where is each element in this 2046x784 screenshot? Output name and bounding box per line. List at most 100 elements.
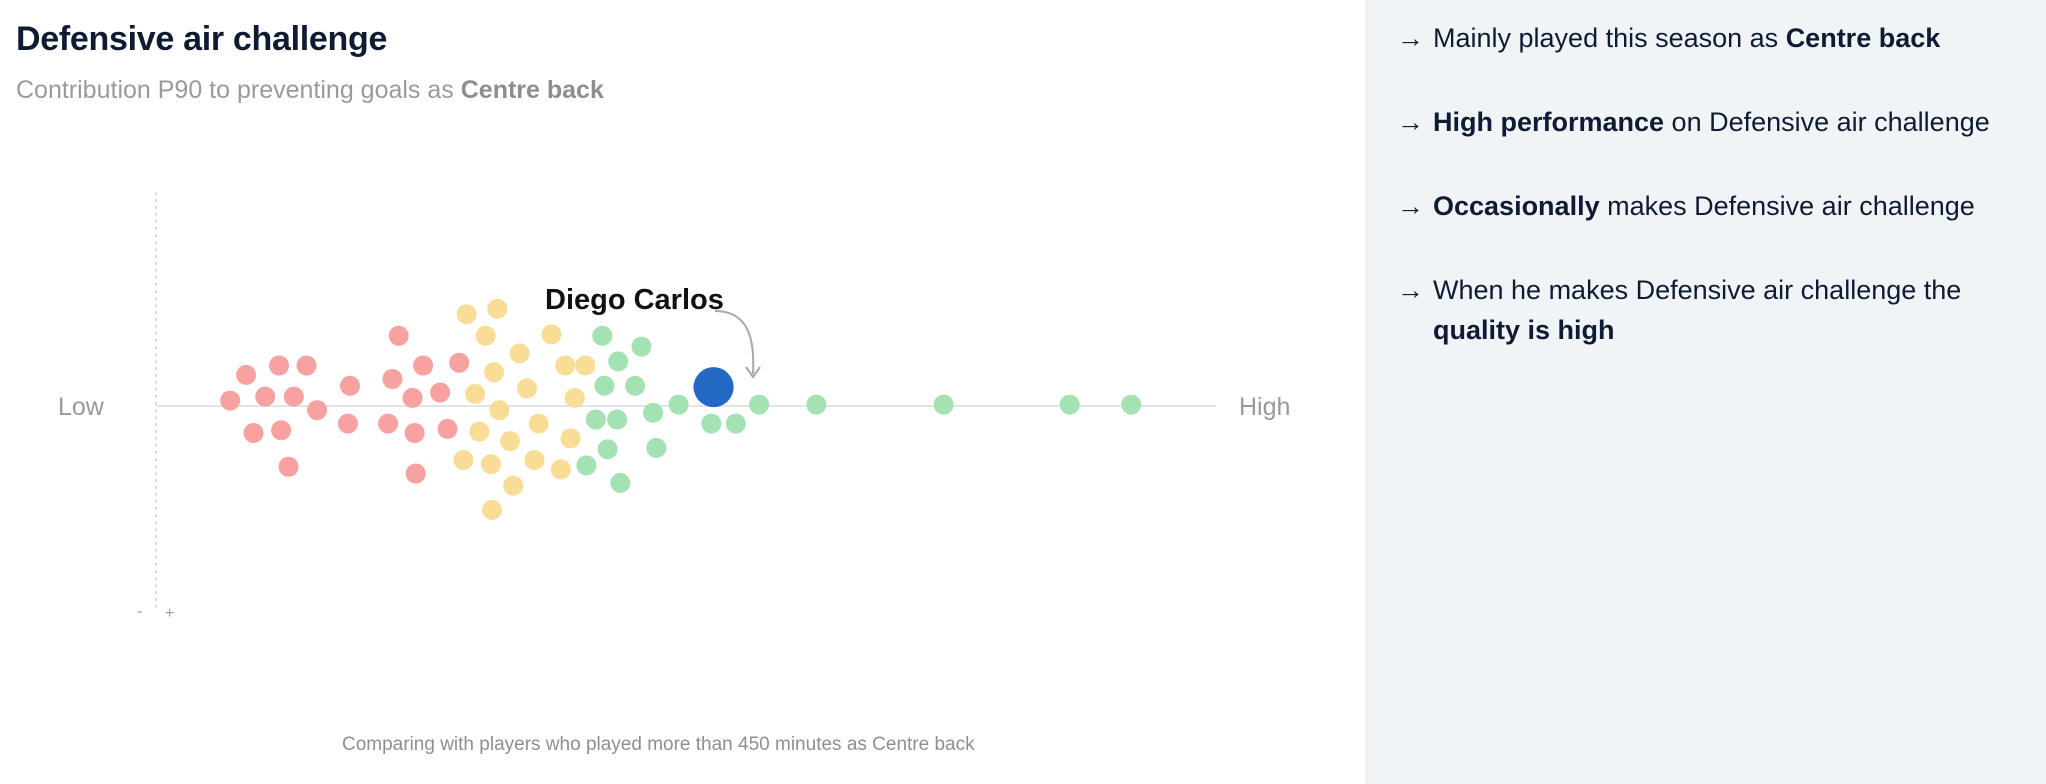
player-dot [575, 355, 596, 376]
player-dot [482, 499, 502, 520]
player-dot [484, 362, 505, 383]
subtitle-position: Centre back [460, 76, 604, 104]
player-dot [541, 324, 562, 345]
subtitle-prefix: Contribution P90 to preventing goals as [16, 76, 454, 104]
insight-pre: Mainly played this season as [1433, 23, 1786, 53]
player-dot [340, 375, 360, 396]
player-dot [576, 455, 597, 476]
player-dot [456, 304, 477, 325]
player-dot [933, 394, 954, 415]
player-dot [749, 394, 770, 415]
arrow-right-icon: → [1397, 275, 1424, 305]
insight-pre: When he makes Defensive air challenge th… [1433, 275, 1962, 305]
player-dot [449, 352, 470, 373]
player-dot [283, 386, 304, 407]
player-dot [610, 472, 631, 493]
player-dot [701, 413, 722, 434]
player-dot [437, 418, 458, 439]
player-dot [725, 413, 746, 434]
insight-bold: High performance [1433, 107, 1665, 137]
player-dot [592, 325, 613, 346]
insight-bold: quality is high [1433, 315, 1615, 345]
player-dot [220, 390, 241, 411]
player-dot [560, 428, 581, 449]
player-dot [500, 431, 520, 452]
player-dot [278, 456, 299, 477]
player-dot [503, 475, 524, 496]
player-dot [255, 386, 276, 407]
player-dot [585, 409, 606, 430]
player-dot [564, 387, 585, 408]
player-dot [608, 351, 629, 372]
highlighted-player-dot [693, 367, 734, 408]
insight-bold: Centre back [1785, 23, 1941, 53]
y-plus-label: + [165, 605, 174, 622]
highlight-pointer-head [745, 366, 761, 379]
player-dot [236, 364, 257, 385]
player-dots [220, 298, 1142, 520]
player-dot [646, 437, 667, 458]
insight-item: → High performance on Defensive air chal… [1397, 102, 2027, 142]
player-dot [597, 439, 618, 460]
player-dot [430, 382, 451, 403]
player-dot [382, 369, 403, 389]
player-dot [378, 413, 399, 434]
insight-text: High performance on Defensive air challe… [1433, 102, 2027, 142]
player-dot [1121, 394, 1142, 415]
player-dot [405, 463, 426, 484]
highlight-player-label: Diego Carlos [545, 284, 724, 316]
insight-item: → Occasionally makes Defensive air chall… [1397, 186, 2027, 226]
player-dot [594, 375, 615, 396]
player-dot [555, 355, 576, 376]
player-dot [271, 420, 292, 441]
player-dot [509, 343, 530, 364]
player-dot [388, 325, 409, 346]
comparison-footnote: Comparing with players who played more t… [342, 734, 975, 755]
player-dot [625, 375, 646, 396]
player-dot [307, 400, 328, 421]
insight-post: makes Defensive air challenge [1599, 191, 1975, 221]
player-dot [607, 409, 628, 430]
highlight-pointer [714, 310, 755, 375]
player-dot [475, 325, 496, 346]
player-dot [296, 355, 317, 376]
insight-text: When he makes Defensive air challenge th… [1433, 270, 2027, 350]
player-dot [465, 383, 486, 404]
player-dot [528, 413, 549, 434]
player-dot [524, 450, 545, 470]
insight-bold: Occasionally [1433, 191, 1600, 221]
player-dot [631, 336, 652, 357]
chart-panel: Defensive air challenge Contribution P90… [16, 20, 1290, 755]
player-dot [402, 387, 423, 408]
player-dot [668, 394, 689, 415]
insight-item: → Mainly played this season as Centre ba… [1397, 18, 2027, 58]
player-dot [806, 394, 827, 415]
arrow-right-icon: → [1397, 107, 1424, 137]
arrow-right-icon: → [1397, 23, 1424, 53]
player-dot [243, 423, 264, 443]
player-dot [404, 423, 425, 443]
chart-subtitle: Contribution P90 to preventing goals as … [16, 76, 604, 105]
insights-sidebar: → Mainly played this season as Centre ba… [1366, 0, 2046, 784]
x-low-label: Low [58, 393, 105, 421]
player-dot [550, 459, 571, 480]
insight-post: on Defensive air challenge [1664, 107, 1990, 137]
x-high-label: High [1239, 393, 1290, 421]
player-dot [487, 298, 508, 319]
player-dot [1059, 394, 1080, 415]
insight-text: Occasionally makes Defensive air challen… [1433, 186, 2027, 226]
insight-text: Mainly played this season as Centre back [1433, 18, 2027, 58]
insight-item: → When he makes Defensive air challenge … [1397, 270, 2027, 350]
player-dot [269, 355, 289, 376]
player-dot [453, 450, 474, 470]
arrow-right-icon: → [1397, 191, 1424, 221]
player-dot [481, 454, 501, 475]
player-dot [517, 378, 537, 399]
player-dot [469, 421, 490, 442]
chart-title: Defensive air challenge [16, 20, 388, 58]
player-dot [489, 400, 510, 421]
player-dot [337, 413, 358, 434]
player-dot [413, 355, 434, 376]
player-dot [643, 402, 664, 423]
beeswarm-chart: Low High - + Diego Carlos [58, 192, 1290, 622]
